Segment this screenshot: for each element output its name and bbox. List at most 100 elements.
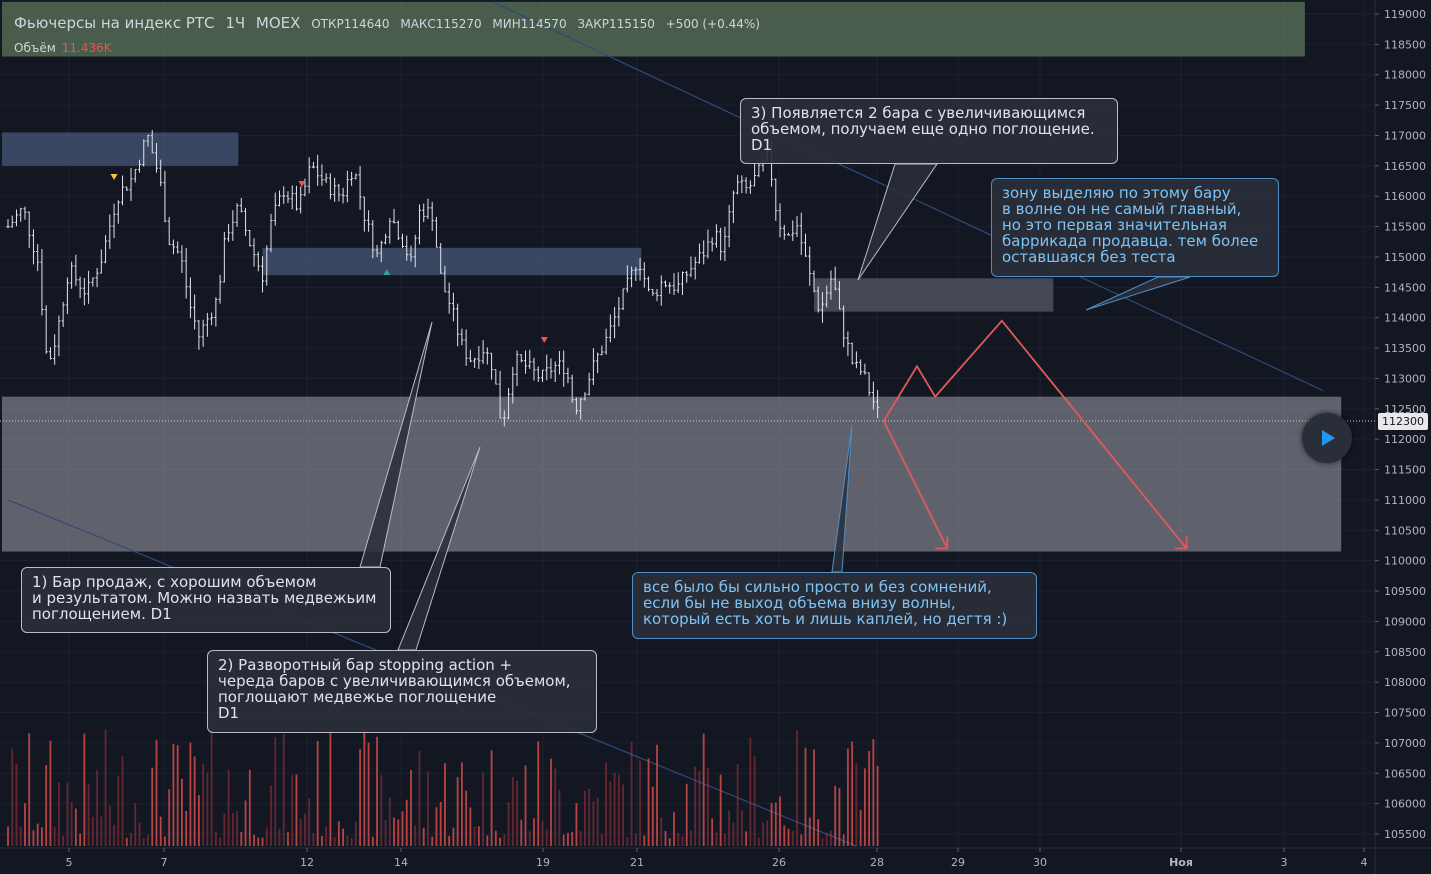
candle (736, 174, 740, 195)
volume-bar (337, 821, 340, 846)
volume-legend: Объём 11.436K (14, 41, 112, 55)
volume-bar (796, 730, 798, 846)
volume-bar (558, 790, 561, 846)
volume-bar (567, 832, 569, 846)
volume-bar (359, 749, 361, 846)
volume-bar (405, 799, 408, 846)
replay-play-button[interactable] (1302, 413, 1352, 463)
volume-bar (142, 837, 145, 846)
candle (867, 372, 871, 397)
candle (562, 350, 566, 387)
candle (197, 320, 201, 350)
volume-bar (494, 830, 497, 846)
volume-bar (770, 803, 773, 846)
volume-bar (571, 831, 574, 846)
annotation-note-3[interactable]: 3) Появляется 2 бара с увеличивающимся о… (740, 98, 1118, 164)
annotation-note-1[interactable]: 1) Бар продаж, с хорошим объемом и резул… (21, 567, 391, 633)
candle (799, 212, 803, 255)
volume-bar (872, 739, 875, 846)
candle (795, 216, 799, 237)
candle (57, 315, 61, 357)
volume-bar (308, 798, 311, 846)
volume-bar (859, 809, 862, 846)
candle (706, 229, 710, 259)
volume-bar (456, 777, 459, 846)
volume-bar (702, 733, 705, 846)
candle (536, 366, 540, 382)
volume-bar (847, 748, 849, 846)
volume-bar (265, 827, 268, 846)
volume-bar (825, 832, 828, 846)
volume-bar (503, 834, 506, 846)
volume-bar (834, 785, 837, 846)
interval-label[interactable]: 1Ч (225, 14, 246, 32)
volume-bar (838, 788, 841, 846)
candle (642, 262, 646, 288)
volume-bar (830, 830, 832, 846)
volume-bar (316, 740, 319, 846)
candle (171, 239, 175, 255)
candle (205, 312, 209, 337)
candle (757, 162, 761, 178)
price-tick-label: 107500 (1384, 707, 1426, 720)
candle (193, 294, 197, 330)
candle (23, 206, 27, 220)
candle (468, 349, 472, 363)
annotation-note-2[interactable]: 2) Разворотный бар stopping action + чер… (207, 650, 597, 733)
volume-bar (53, 827, 56, 846)
annotation-note-5[interactable]: все было бы сильно просто и без сомнений… (632, 572, 1037, 639)
time-tick-label: 21 (630, 856, 644, 869)
volume-bar (62, 835, 65, 846)
annotation-note-4[interactable]: зону выделяю по этому бару в волне он не… (991, 178, 1279, 277)
upper-top-zone (2, 1, 1305, 57)
price-tick-label: 109500 (1384, 585, 1426, 598)
volume-bar (325, 826, 328, 846)
volume-bar (630, 741, 633, 846)
price-tick-label: 109000 (1384, 615, 1426, 628)
price-tick-label: 117500 (1384, 99, 1426, 112)
candle (65, 277, 69, 315)
current-price-tag: 112300 (1378, 413, 1428, 430)
candle (451, 292, 455, 322)
candle-markers (110, 174, 548, 343)
candle (473, 357, 477, 368)
volume-bar (855, 763, 858, 846)
candle (401, 233, 405, 248)
candle (142, 139, 146, 167)
price-tick-label: 117000 (1384, 129, 1426, 142)
price-tick-label: 113500 (1384, 342, 1426, 355)
candle (112, 203, 116, 239)
candle (481, 340, 485, 364)
candle (876, 389, 880, 419)
candle (252, 238, 256, 267)
volume-bar (49, 740, 52, 846)
candle (439, 242, 443, 274)
candle (502, 410, 506, 427)
candle (655, 289, 659, 302)
candle (294, 185, 298, 211)
candle (273, 192, 277, 226)
time-tick-label: 29 (951, 856, 965, 869)
symbol-name[interactable]: Фьючерсы на индекс РТС (14, 14, 215, 32)
price-tick-label: 118500 (1384, 38, 1426, 51)
volume-bar (439, 802, 442, 846)
volume-bar (851, 741, 854, 846)
volume-bar (477, 826, 480, 846)
volume-bar (367, 742, 370, 846)
volume-bar (592, 801, 595, 846)
volume-bar (452, 827, 455, 846)
volume-bar (736, 764, 739, 846)
volume-bar (282, 734, 285, 846)
legend-bar: Фьючерсы на индекс РТС 1Ч MOEX ОТКР11464… (4, 4, 1344, 60)
volume-bar (609, 781, 612, 846)
price-tick-label: 116500 (1384, 160, 1426, 173)
candle (104, 235, 108, 264)
volume-bar (728, 810, 731, 846)
time-axis: 5 7 12 14 19 21 26 28 29 30 Ноя 3 4 (66, 848, 1368, 869)
candle (218, 274, 222, 304)
time-tick-label: 12 (300, 856, 314, 869)
candle (833, 266, 837, 291)
candle (78, 276, 82, 299)
